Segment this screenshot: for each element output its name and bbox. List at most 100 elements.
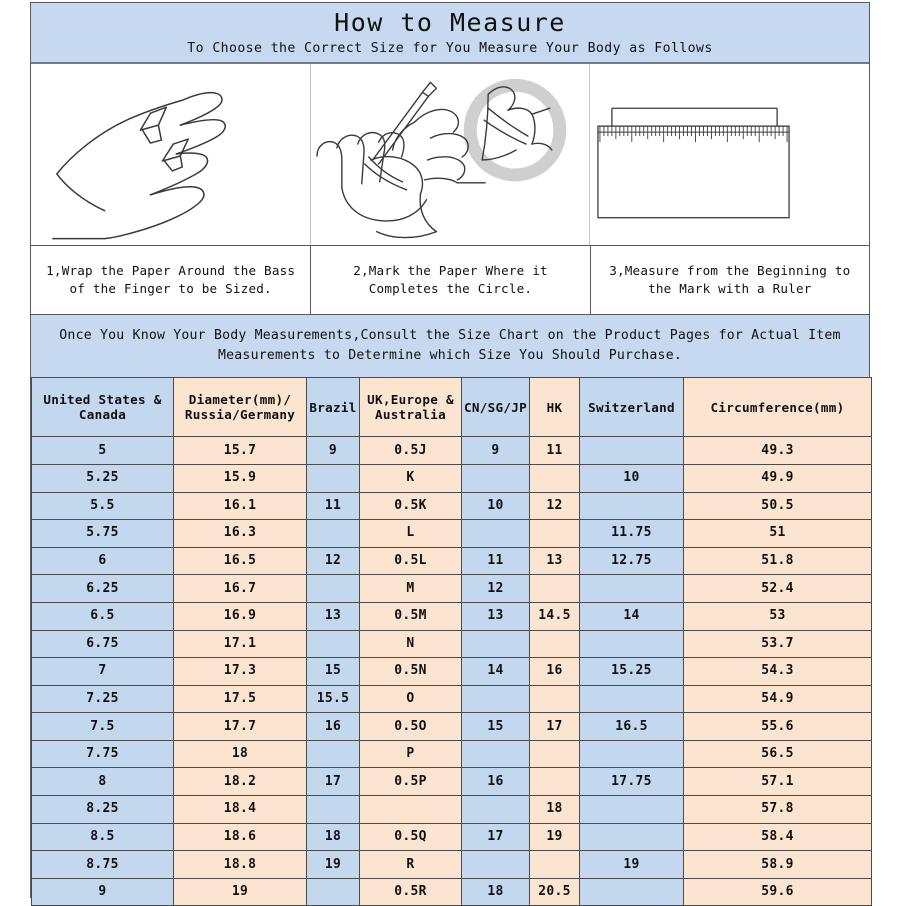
table-cell: 18.2	[173, 767, 307, 797]
table-cell: 0.5P	[359, 767, 462, 797]
table-cell	[579, 684, 684, 714]
table-row: 8.75 18.8 19 R 19 58.9	[31, 850, 872, 879]
table-cell: 7.75	[31, 739, 174, 769]
table-cell: 18	[306, 822, 360, 852]
table-cell	[579, 491, 684, 521]
size-chart-table: United States & Canada Diameter(mm)/ Rus…	[31, 377, 872, 906]
table-cell	[461, 463, 530, 493]
table-row: 5.5 16.1 11 0.5K 10 12 50.5	[31, 491, 872, 521]
table-row: 7 17.3 15 0.5N 14 16 15.25 54.3	[31, 657, 872, 686]
table-cell: 53.7	[683, 629, 872, 659]
column-header-hk: HK	[529, 377, 580, 438]
table-cell	[306, 877, 360, 906]
table-cell	[579, 436, 684, 465]
table-cell: 0.5N	[359, 657, 462, 686]
page-title: How to Measure	[334, 8, 566, 37]
table-cell	[306, 739, 360, 769]
table-cell	[529, 850, 580, 879]
table-cell: 8.5	[31, 822, 174, 852]
table-cell: 7.5	[31, 712, 174, 741]
column-header-cn-sg-jp: CN/SG/JP	[461, 377, 530, 438]
table-row: 5 15.7 9 0.5J 9 11 49.3	[31, 436, 872, 465]
table-cell: 6.5	[31, 601, 174, 631]
table-cell: N	[359, 629, 462, 659]
table-cell: 8	[31, 767, 174, 797]
table-cell: 57.8	[683, 795, 872, 824]
table-cell: 12	[306, 546, 360, 576]
table-cell: 16	[306, 712, 360, 741]
table-cell: 17.5	[173, 684, 307, 714]
table-cell: 11	[306, 491, 360, 521]
step-2-text: 2,Mark the Paper Where it Completes the …	[310, 245, 589, 314]
steps-row: 1,Wrap the Paper Around the Bass of the …	[31, 245, 869, 315]
table-cell	[461, 519, 530, 548]
notice-text: Once You Know Your Body Measurements,Con…	[31, 314, 869, 378]
table-row: 5.25 15.9 K 10 49.9	[31, 463, 872, 493]
table-cell: 17.1	[173, 629, 307, 659]
table-cell: 57.1	[683, 767, 872, 797]
table-cell: 20.5	[529, 877, 580, 906]
table-cell: 0.5Q	[359, 822, 462, 852]
table-header-row: United States & Canada Diameter(mm)/ Rus…	[31, 377, 872, 438]
column-header-switzerland: Switzerland	[579, 377, 684, 438]
table-cell: 14.5	[529, 601, 580, 631]
table-cell	[529, 519, 580, 548]
table-cell: 5.5	[31, 491, 174, 521]
table-cell	[461, 850, 530, 879]
table-cell: 59.6	[683, 877, 872, 906]
table-cell: 0.5M	[359, 601, 462, 631]
table-row: 6.25 16.7 M 12 52.4	[31, 574, 872, 603]
chart-frame: How to Measure To Choose the Correct Siz…	[30, 2, 872, 906]
table-cell: 17.75	[579, 767, 684, 797]
table-cell: M	[359, 574, 462, 603]
table-row: 6.75 17.1 N 53.7	[31, 629, 872, 659]
table-cell: 6.75	[31, 629, 174, 659]
table-cell: 16	[461, 767, 530, 797]
table-cell: 49.3	[683, 436, 872, 465]
page-header: How to Measure To Choose the Correct Siz…	[31, 3, 869, 64]
size-chart-table-wrap: United States & Canada Diameter(mm)/ Rus…	[31, 377, 872, 906]
table-cell: 16	[529, 657, 580, 686]
table-body: 5 15.7 9 0.5J 9 11 49.3 5.25 15.9 K 10 49.9 5.5 16.1 1…	[31, 436, 872, 906]
table-cell: 5.75	[31, 519, 174, 548]
table-cell: 18.4	[173, 795, 307, 824]
table-cell: K	[359, 463, 462, 493]
table-cell: 54.9	[683, 684, 872, 714]
table-cell: 0.5L	[359, 546, 462, 576]
table-cell: 18	[461, 877, 530, 906]
table-row: 7.5 17.7 16 0.5O 15 17 16.5 55.6	[31, 712, 872, 741]
table-cell: 0.5O	[359, 712, 462, 741]
table-cell	[579, 739, 684, 769]
table-cell	[529, 574, 580, 603]
table-cell: 19	[529, 822, 580, 852]
table-cell: 19	[306, 850, 360, 879]
step-3-text: 3,Measure from the Beginning to the Mark…	[589, 245, 869, 314]
table-cell: 55.6	[683, 712, 872, 741]
table-cell: 13	[529, 546, 580, 576]
table-cell: 51.8	[683, 546, 872, 576]
table-cell: 9	[461, 436, 530, 465]
table-cell: 12	[529, 491, 580, 521]
table-cell	[529, 739, 580, 769]
table-row: 7.25 17.5 15.5 O 54.9	[31, 684, 872, 714]
table-cell: 16.7	[173, 574, 307, 603]
table-cell: 18.6	[173, 822, 307, 852]
table-cell	[359, 795, 462, 824]
table-cell: 12.75	[579, 546, 684, 576]
table-cell	[529, 684, 580, 714]
table-cell: 16.5	[579, 712, 684, 741]
table-cell	[529, 629, 580, 659]
column-header-circumference: Circumference(mm)	[683, 377, 872, 438]
table-row: 8 18.2 17 0.5P 16 17.75 57.1	[31, 767, 872, 797]
table-cell: 0.5J	[359, 436, 462, 465]
table-cell: 11	[529, 436, 580, 465]
table-cell: 15.9	[173, 463, 307, 493]
table-cell: 9	[306, 436, 360, 465]
table-cell: 16.5	[173, 546, 307, 576]
hand-with-paper-strip-illustration	[31, 64, 310, 245]
table-cell: P	[359, 739, 462, 769]
table-cell: 5.25	[31, 463, 174, 493]
table-cell: 10	[461, 491, 530, 521]
table-cell: L	[359, 519, 462, 548]
